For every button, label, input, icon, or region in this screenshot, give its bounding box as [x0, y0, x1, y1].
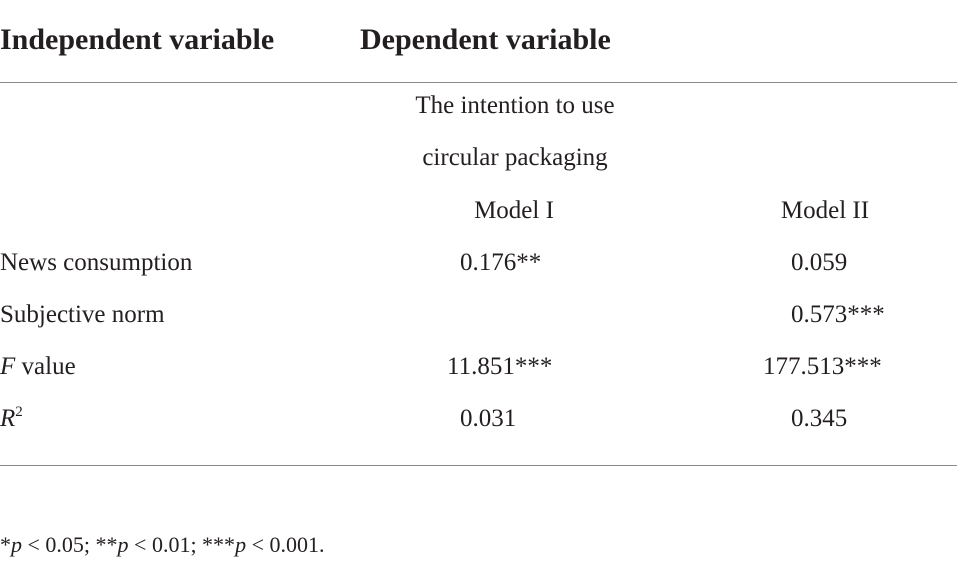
cell: 177.513*** — [763, 353, 882, 380]
bottom-rule — [0, 465, 957, 466]
cell: 0.345 — [791, 405, 848, 432]
column-header: Dependent variable — [360, 23, 611, 56]
cell: 0.176** — [460, 249, 542, 276]
footnote-text: < 0.05; ** — [22, 532, 118, 557]
cell: 0.031 — [460, 405, 517, 432]
footnote-text: < 0.01; *** — [128, 532, 236, 557]
footnote-text: * — [0, 532, 11, 557]
subheader: The intention to use — [415, 92, 615, 119]
label-superscript: 2 — [15, 404, 23, 420]
footnote-italic: p — [11, 532, 22, 557]
row-label: F value — [0, 352, 76, 382]
footnote-text: < 0.001. — [246, 532, 325, 557]
label-italic: R — [0, 405, 16, 432]
row-label: News consumption — [0, 249, 193, 276]
footnote-italic: p — [235, 532, 247, 557]
model-header: Model I — [474, 197, 554, 224]
footnote: *p < 0.05; **p < 0.01; ***p < 0.001. — [0, 530, 324, 560]
footnote-italic: p — [117, 532, 129, 557]
row-label: Subjective norm — [0, 301, 165, 328]
row-label: R2 — [0, 404, 23, 434]
label-text: value — [15, 353, 76, 380]
model-header: Model II — [780, 197, 870, 224]
label-italic: F — [0, 353, 16, 380]
cell: 0.059 — [791, 249, 848, 276]
top-rule — [0, 82, 957, 83]
column-header: Independent variable — [0, 23, 275, 56]
subheader: circular packaging — [422, 144, 608, 171]
cell: 11.851*** — [447, 353, 553, 380]
cell: 0.573*** — [791, 301, 885, 328]
